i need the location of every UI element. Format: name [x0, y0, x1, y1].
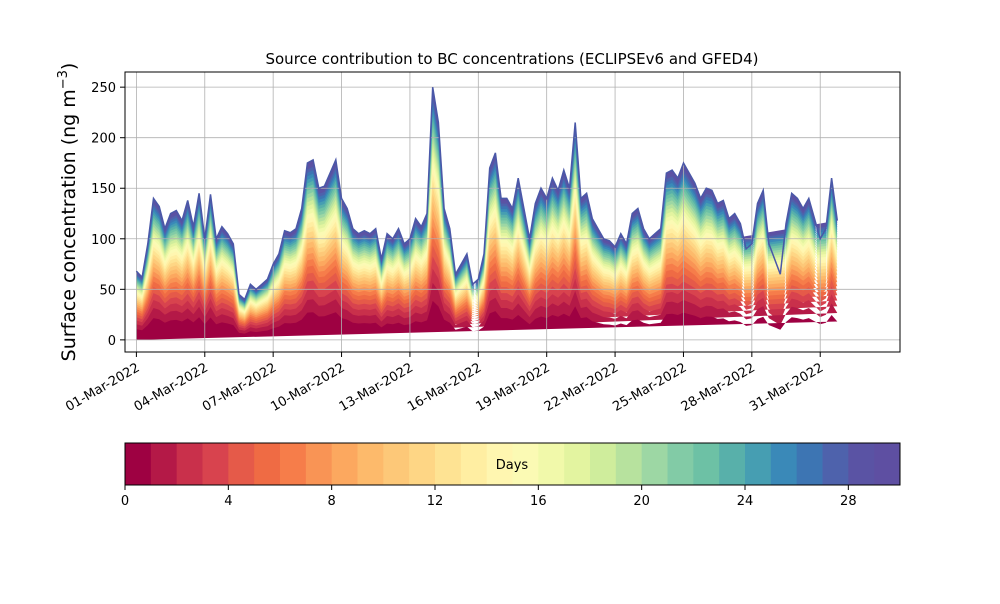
- colorbar-segment: [667, 443, 694, 485]
- colorbar-segment: [228, 443, 255, 485]
- x-tick-label: 19-Mar-2022: [474, 360, 553, 414]
- colorbar-segment: [564, 443, 591, 485]
- chart-title: Source contribution to BC concentrations…: [265, 50, 758, 68]
- colorbar-segment: [254, 443, 281, 485]
- colorbar-segment: [486, 443, 513, 485]
- y-axis-label-superscript: −3: [56, 70, 71, 89]
- colorbar-segment: [409, 443, 436, 485]
- x-tick-label: 31-Mar-2022: [747, 360, 826, 414]
- colorbar-label: Days: [496, 458, 529, 473]
- y-axis-label-text: Surface concentration (ng m: [58, 89, 80, 361]
- colorbar: 0 4 8 12 16 20 24 28: [121, 442, 901, 509]
- x-tick-label: 07-Mar-2022: [200, 360, 279, 414]
- y-tick-label: 0: [108, 334, 116, 349]
- colorbar-tick-label: 4: [224, 494, 232, 509]
- colorbar-segment: [693, 443, 720, 485]
- grid-lines: [125, 72, 900, 352]
- x-axis: 01-Mar-202204-Mar-202207-Mar-202210-Mar-…: [63, 352, 826, 415]
- y-axis-label-close: ): [58, 63, 80, 70]
- colorbar-tick-label: 20: [633, 494, 650, 509]
- y-tick-label: 50: [99, 283, 116, 298]
- total-concentration-line: [135, 87, 839, 301]
- colorbar-tick-label: 0: [121, 494, 129, 509]
- colorbar-frame: [124, 442, 901, 486]
- y-axis-label: Surface concentration (ng m−3): [56, 63, 80, 362]
- colorbar-segment: [383, 443, 410, 485]
- y-tick-label: 200: [91, 132, 116, 147]
- colorbar-segment: [719, 443, 746, 485]
- colorbar-tick-label: 28: [840, 494, 857, 509]
- colorbar-segment: [357, 443, 384, 485]
- colorbar-segment: [538, 443, 565, 485]
- colorbar-tick-label: 24: [737, 494, 754, 509]
- x-tick-label: 28-Mar-2022: [679, 360, 758, 414]
- colorbar-segment: [331, 443, 358, 485]
- colorbar-segment: [435, 443, 462, 485]
- colorbar-segment: [590, 443, 617, 485]
- y-tick-label: 150: [91, 182, 116, 197]
- colorbar-segment: [512, 443, 539, 485]
- stack-layer-day-0: [136, 300, 838, 340]
- colorbar-segment: [874, 443, 901, 485]
- colorbar-segment: [822, 443, 849, 485]
- plot-frame: [124, 71, 901, 353]
- x-tick-label: 01-Mar-2022: [63, 360, 142, 414]
- x-tick-label: 13-Mar-2022: [337, 360, 416, 414]
- colorbar-segment: [460, 443, 488, 485]
- colorbar-segment: [176, 443, 203, 485]
- colorbar-tick-label: 16: [530, 494, 547, 509]
- colorbar-segment: [745, 443, 772, 485]
- colorbar-segment: [641, 443, 668, 485]
- colorbar-segment: [305, 443, 333, 485]
- colorbar-segment: [202, 443, 229, 485]
- colorbar-segment: [848, 443, 875, 485]
- x-tick-label: 25-Mar-2022: [610, 360, 689, 414]
- x-tick-label: 22-Mar-2022: [542, 360, 621, 414]
- x-tick-label: 10-Mar-2022: [268, 360, 347, 414]
- y-tick-label: 250: [91, 81, 116, 96]
- colorbar-segment: [615, 443, 643, 485]
- colorbar-segment: [280, 443, 307, 485]
- colorbar-segment: [770, 443, 798, 485]
- x-tick-label: 16-Mar-2022: [405, 360, 484, 414]
- colorbar-tick-label: 8: [328, 494, 336, 509]
- x-tick-label: 04-Mar-2022: [132, 360, 211, 414]
- colorbar-segment: [125, 443, 152, 485]
- colorbar-segment: [150, 443, 178, 485]
- y-tick-label: 100: [91, 233, 116, 248]
- colorbar-tick-label: 12: [427, 494, 444, 509]
- y-axis: 0 50 100 150 200 250: [91, 81, 125, 349]
- colorbar-segment: [796, 443, 823, 485]
- stacked-area-layers: [136, 87, 838, 340]
